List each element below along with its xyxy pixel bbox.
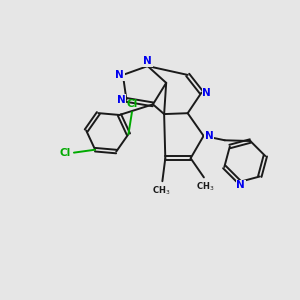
Text: CH$_3$: CH$_3$ — [196, 181, 214, 194]
Text: N: N — [202, 88, 211, 98]
Text: N: N — [115, 70, 124, 80]
Text: N: N — [205, 131, 213, 141]
Text: N: N — [117, 95, 125, 105]
Text: N: N — [236, 181, 245, 190]
Text: Cl: Cl — [126, 99, 138, 109]
Text: CH$_3$: CH$_3$ — [152, 185, 170, 197]
Text: N: N — [143, 56, 152, 66]
Text: Cl: Cl — [60, 148, 71, 158]
